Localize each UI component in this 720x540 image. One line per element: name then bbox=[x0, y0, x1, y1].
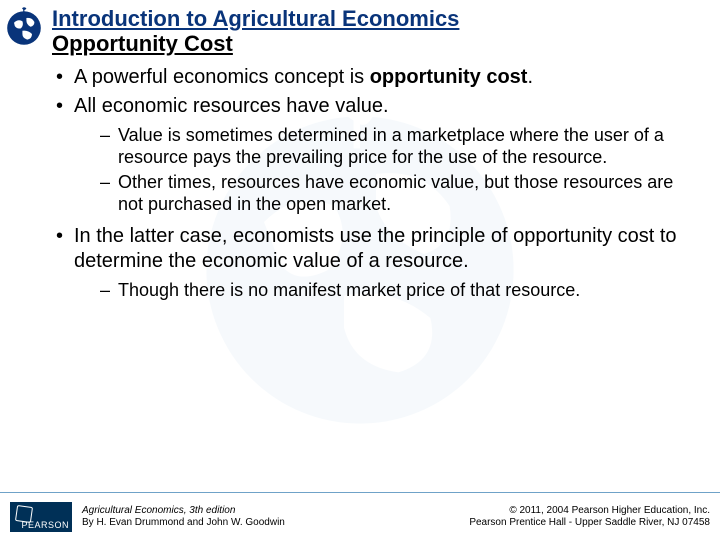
footer-left: Agricultural Economics, 3th edition By H… bbox=[82, 505, 469, 529]
publisher: Pearson Prentice Hall - Upper Saddle Riv… bbox=[469, 517, 710, 529]
bullet-1: A powerful economics concept is opportun… bbox=[56, 65, 702, 90]
bullet-3: In the latter case, economists use the p… bbox=[56, 224, 702, 302]
slide-footer: PEARSON Agricultural Economics, 3th edit… bbox=[0, 492, 720, 540]
pearson-logo: PEARSON bbox=[10, 502, 72, 532]
bullet-3-sub-1: Though there is no manifest market price… bbox=[100, 280, 702, 302]
slide-subtitle: Opportunity Cost bbox=[52, 31, 702, 57]
slide-title: Introduction to Agricultural Economics bbox=[52, 6, 702, 31]
corner-globe-icon bbox=[4, 6, 44, 46]
body-text: A powerful economics concept is opportun… bbox=[52, 65, 702, 301]
slide-content: Introduction to Agricultural Economics O… bbox=[0, 0, 720, 301]
authors: By H. Evan Drummond and John W. Goodwin bbox=[82, 517, 469, 529]
bullet-2: All economic resources have value. Value… bbox=[56, 94, 702, 215]
bullet-2-sub-2: Other times, resources have economic val… bbox=[100, 172, 702, 215]
copyright: © 2011, 2004 Pearson Higher Education, I… bbox=[469, 505, 710, 517]
footer-right: © 2011, 2004 Pearson Higher Education, I… bbox=[469, 505, 710, 529]
bullet-2-sub-1: Value is sometimes determined in a marke… bbox=[100, 125, 702, 168]
book-title: Agricultural Economics, 3th edition bbox=[82, 505, 235, 516]
